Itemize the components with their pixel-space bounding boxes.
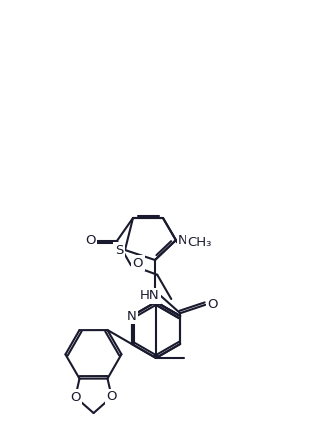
Text: O: O [107, 390, 117, 404]
Text: N: N [127, 310, 137, 323]
Text: HN: HN [140, 289, 160, 302]
Text: N: N [178, 233, 188, 246]
Text: O: O [133, 256, 143, 270]
Text: O: O [70, 391, 81, 404]
Text: CH₃: CH₃ [187, 236, 211, 249]
Text: O: O [207, 298, 218, 311]
Text: S: S [115, 244, 123, 256]
Text: O: O [85, 234, 95, 248]
